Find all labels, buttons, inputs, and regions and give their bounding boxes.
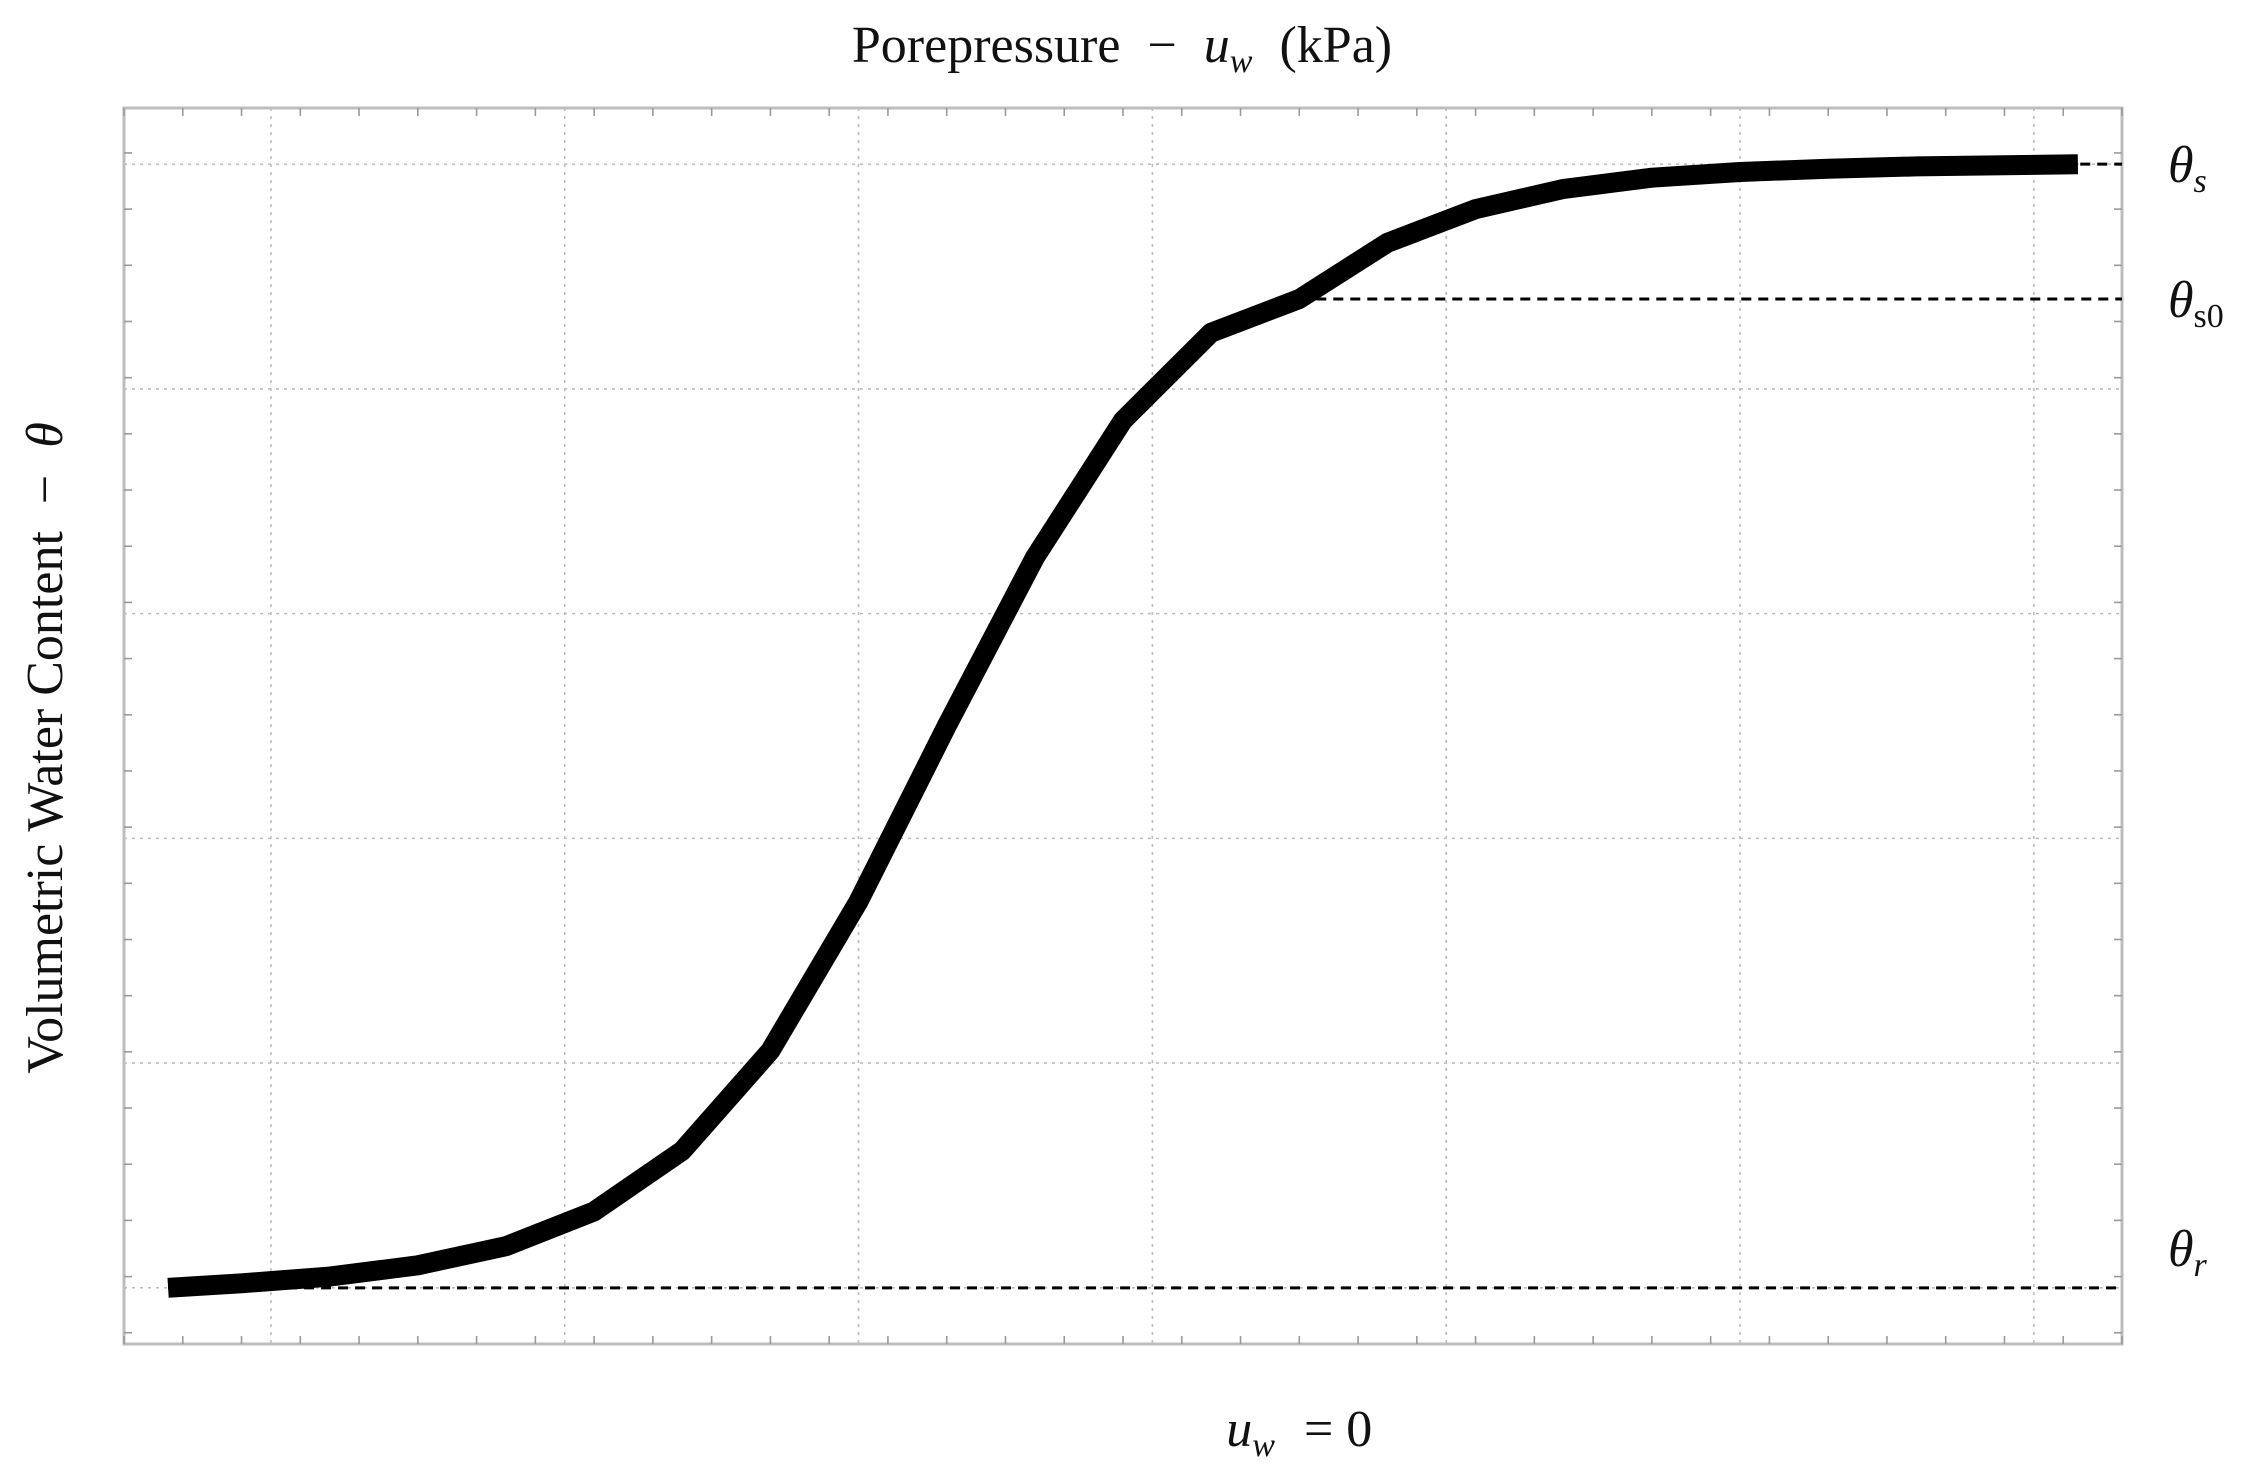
ylabel-separator: − [17, 475, 74, 504]
reference-label-s: θs [2168, 137, 2207, 200]
x-marker-label: uw = 0 [1226, 1401, 1372, 1466]
x-marker-relation: = 0 [1304, 1401, 1372, 1458]
ticks [123, 108, 2123, 1344]
title-symbol-subscript: w [1230, 43, 1253, 80]
grid [124, 108, 2122, 1344]
chart-title: Porepressure − uw (kPa) [852, 17, 1392, 84]
x-marker-subscript: w [1252, 1427, 1275, 1464]
ylabel-symbol: θ [17, 422, 74, 448]
reference-label-s0: θs0 [2168, 272, 2224, 335]
title-separator: − [1147, 17, 1176, 74]
y-axis-label: Volumetric Water Content − θ [17, 422, 74, 1074]
title-symbol: u [1204, 17, 1230, 74]
reference-lines [168, 162, 2122, 1290]
title-unit: (kPa) [1279, 17, 1392, 74]
ylabel-text: Volumetric Water Content [17, 531, 74, 1074]
plot-frame [122, 106, 2124, 1346]
series-line-retention-curve [167, 154, 2079, 1298]
reference-label-r: θr [2168, 1221, 2208, 1284]
title-text: Porepressure [852, 17, 1121, 74]
reference-labels: θs θs0 θr [2168, 137, 2224, 1284]
x-marker-symbol: u [1226, 1401, 1252, 1458]
